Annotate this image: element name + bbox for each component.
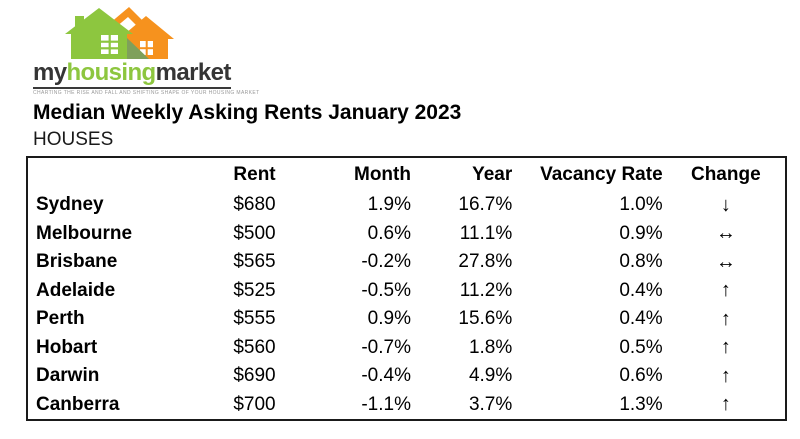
month-change-cell: -1.1%	[361, 393, 411, 415]
change-arrow-icon: ↑	[720, 364, 731, 387]
rent-cell: $555	[233, 308, 276, 330]
city-cell: Darwin	[36, 365, 100, 387]
column-header-change: Change	[690, 163, 761, 185]
year-change-cell: 4.9%	[468, 365, 513, 387]
year-change-cell: 3.7%	[468, 393, 513, 415]
brand-market: market	[155, 59, 232, 86]
year-change-cell: 27.8%	[458, 251, 513, 273]
city-cell: Perth	[36, 308, 85, 330]
city-cell: Canberra	[36, 393, 120, 415]
page-subtitle: HOUSES	[33, 129, 114, 150]
brand-my: my	[33, 59, 67, 86]
year-change-cell: 11.1%	[459, 222, 513, 244]
change-arrow-icon: ↑	[720, 336, 731, 359]
change-arrow-icon: ↑	[720, 279, 731, 302]
month-change-cell: -0.2%	[361, 251, 411, 273]
page-title: Median Weekly Asking Rents January 2023	[33, 101, 462, 124]
month-change-cell: 1.9%	[367, 194, 411, 216]
rents-table: Rent Month Year Vacancy Rate Change Sydn…	[26, 156, 787, 421]
logo: myhousingmarket CHARTING THE RISE AND FA…	[33, 5, 260, 96]
table-row: Sydney $680 1.9% 16.7% 1.0% ↓	[27, 191, 786, 220]
table-row: Brisbane $565 -0.2% 27.8% 0.8% ↔	[27, 248, 786, 277]
rent-cell: $680	[233, 194, 276, 216]
rent-cell: $700	[233, 393, 276, 415]
city-cell: Hobart	[36, 336, 98, 358]
table-row: Adelaide $525 -0.5% 11.2% 0.4% ↑	[27, 277, 786, 306]
table-row: Perth $555 0.9% 15.6% 0.4% ↑	[27, 305, 786, 334]
rent-cell: $525	[233, 279, 276, 301]
city-cell: Adelaide	[36, 279, 116, 301]
vacancy-rate-cell: 0.8%	[619, 251, 663, 273]
table-row: Melbourne $500 0.6% 11.1% 0.9% ↔	[27, 220, 786, 249]
city-cell: Sydney	[36, 194, 104, 216]
month-change-cell: -0.5%	[361, 279, 411, 301]
month-change-cell: -0.7%	[361, 336, 411, 358]
change-arrow-icon: ↑	[720, 393, 731, 416]
change-arrow-icon: ↔	[715, 222, 736, 245]
table-row: Darwin $690 -0.4% 4.9% 0.6% ↑	[27, 362, 786, 391]
vacancy-rate-cell: 0.9%	[619, 222, 663, 244]
houses-icon	[65, 7, 174, 59]
change-arrow-icon: ↔	[715, 250, 736, 273]
table-row: Canberra $700 -1.1% 3.7% 1.3% ↑	[27, 391, 786, 421]
year-change-cell: 1.8%	[468, 336, 513, 358]
table-header-row: Rent Month Year Vacancy Rate Change	[27, 157, 786, 191]
year-change-cell: 15.6%	[458, 308, 513, 330]
column-header-rent: Rent	[233, 163, 276, 185]
month-change-cell: 0.9%	[367, 308, 411, 330]
brand-housing: housing	[66, 59, 157, 86]
brand-wordmark: myhousingmarket	[33, 61, 231, 89]
city-cell: Melbourne	[36, 222, 133, 244]
vacancy-rate-cell: 0.4%	[619, 279, 663, 301]
month-change-cell: -0.4%	[361, 365, 411, 387]
month-change-cell: 0.6%	[367, 222, 411, 244]
rent-cell: $560	[233, 336, 276, 358]
vacancy-rate-cell: 0.4%	[619, 308, 663, 330]
column-header-month: Month	[354, 163, 411, 185]
rent-cell: $690	[233, 365, 276, 387]
change-arrow-icon: ↑	[720, 307, 731, 330]
year-change-cell: 11.2%	[459, 279, 513, 301]
vacancy-rate-cell: 0.5%	[619, 336, 663, 358]
vacancy-rate-cell: 0.6%	[619, 365, 663, 387]
column-header-year: Year	[472, 163, 513, 185]
table-row: Hobart $560 -0.7% 1.8% 0.5% ↑	[27, 334, 786, 363]
column-header-vacancy: Vacancy Rate	[540, 163, 663, 185]
column-header-city	[27, 157, 179, 191]
vacancy-rate-cell: 1.0%	[619, 194, 663, 216]
rent-cell: $500	[233, 222, 276, 244]
rent-cell: $565	[233, 251, 276, 273]
change-arrow-icon: ↓	[720, 193, 731, 216]
city-cell: Brisbane	[36, 251, 118, 273]
year-change-cell: 16.7%	[458, 194, 513, 216]
brand-tagline: CHARTING THE RISE AND FALL AND SHIFTING …	[33, 90, 260, 96]
vacancy-rate-cell: 1.3%	[619, 393, 663, 415]
